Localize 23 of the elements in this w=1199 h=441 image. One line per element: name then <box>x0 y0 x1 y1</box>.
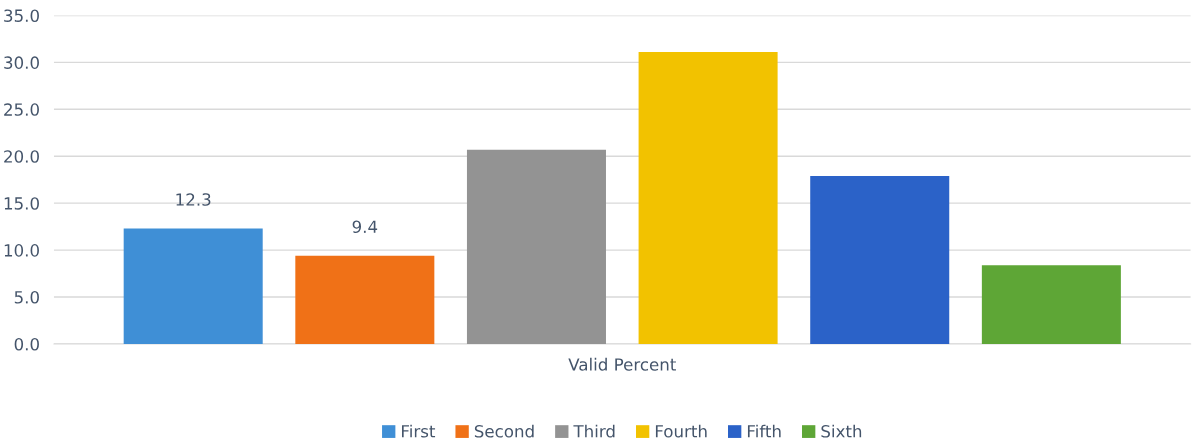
y-tick-label: 25.0 <box>4 103 39 116</box>
y-tick-label: 0.0 <box>14 337 39 351</box>
y-tick-label: 35.0 <box>4 9 39 22</box>
y-tick-label: 20.0 <box>4 150 39 163</box>
bar <box>123 228 263 344</box>
bar <box>466 149 606 344</box>
legend-label: Fifth <box>747 424 781 438</box>
legend-label: Second <box>474 424 534 438</box>
bar <box>810 175 950 344</box>
x-tick-label: Valid Percent <box>568 357 676 371</box>
bar <box>981 265 1121 344</box>
data-label: 9.4 <box>352 220 378 234</box>
legend-label: Sixth <box>821 424 862 438</box>
data-label: 12.3 <box>176 193 211 206</box>
bar <box>638 52 778 344</box>
y-tick-label: 30.0 <box>4 56 39 69</box>
legend-label: Fourth <box>655 424 707 438</box>
y-tick-label: 5.0 <box>14 291 39 304</box>
y-tick-label: 15.0 <box>4 197 39 210</box>
legend-label: First <box>402 424 436 438</box>
legend-label: Third <box>573 424 615 438</box>
bar <box>295 255 435 344</box>
y-tick-label: 10.0 <box>4 244 39 257</box>
